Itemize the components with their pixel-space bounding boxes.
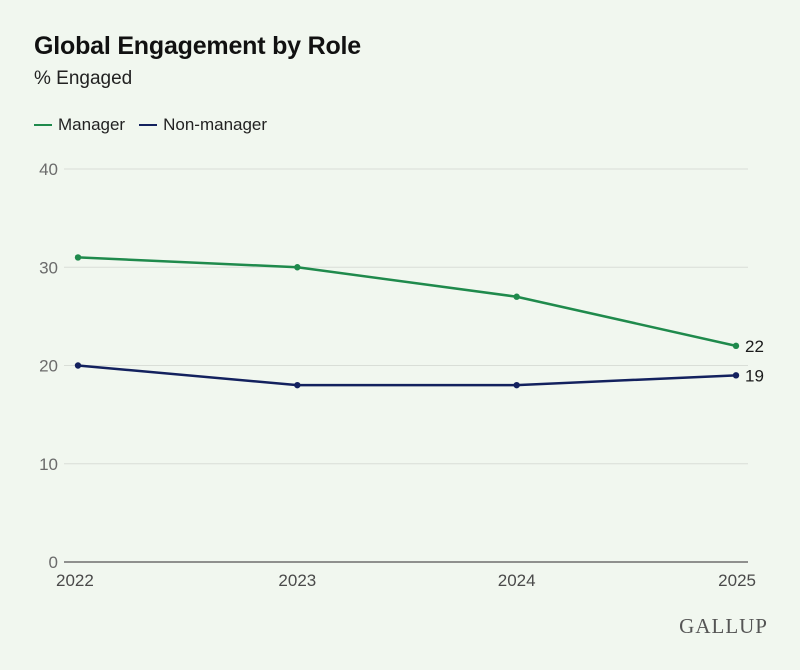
y-tick-label: 10: [39, 455, 58, 474]
data-point-manager: [294, 264, 301, 271]
data-point-manager: [74, 254, 82, 261]
chart-title: Global Engagement by Role: [34, 32, 361, 60]
series-line-non-manager: [77, 364, 737, 387]
end-label-non-manager: 19: [745, 366, 764, 385]
data-point-manager: [513, 293, 520, 300]
y-tick-label: 30: [39, 258, 58, 277]
legend-label-manager: Manager: [58, 115, 126, 134]
legend-swatch-manager: [34, 123, 52, 127]
data-point-non-manager: [513, 381, 520, 389]
series-line-manager: [77, 256, 737, 348]
x-tick-label: 2025: [718, 571, 756, 590]
gallup-logo: GALLUP: [679, 614, 768, 638]
chart-legend: Manager Non-manager: [34, 115, 281, 135]
legend-item-non-manager: Non-manager: [139, 115, 267, 135]
data-point-non-manager: [732, 372, 740, 379]
legend-label-non-manager: Non-manager: [163, 115, 268, 134]
y-tick-label: 20: [39, 357, 58, 376]
legend-swatch-non-manager: [139, 123, 158, 127]
data-point-manager: [732, 342, 740, 350]
chart-subtitle: % Engaged: [34, 68, 133, 89]
x-tick-label: 2022: [56, 571, 94, 590]
end-label-manager: 22: [745, 337, 764, 356]
y-tick-label: 0: [49, 553, 58, 572]
data-point-non-manager: [294, 381, 301, 389]
legend-item-manager: Manager: [34, 115, 125, 135]
x-tick-label: 2024: [498, 571, 536, 590]
y-tick-label: 40: [39, 160, 58, 179]
x-tick-label: 2023: [278, 571, 316, 590]
data-point-non-manager: [74, 362, 82, 369]
